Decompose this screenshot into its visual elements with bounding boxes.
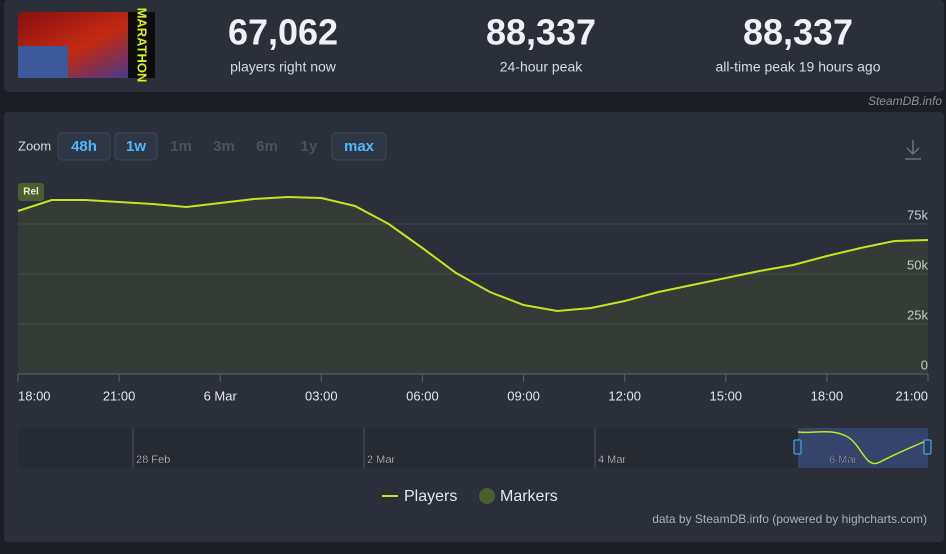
navigator-handle[interactable] — [793, 439, 802, 455]
marker-label[interactable]: Rel — [23, 187, 39, 198]
x-tick-label: 09:00 — [507, 388, 540, 403]
x-tick-label: 03:00 — [305, 388, 338, 403]
y-tick-label: 50k — [907, 257, 928, 272]
navigator-label: 6 Mar — [829, 454, 857, 466]
stat-label: players right now — [230, 59, 337, 75]
legend-marker[interactable] — [479, 488, 495, 504]
x-tick-label: 21:00 — [103, 388, 136, 403]
source: SteamDB.info — [868, 94, 942, 108]
zoom-button[interactable]: 1m — [170, 138, 192, 155]
navigator-range[interactable] — [798, 428, 928, 468]
navigator — [18, 428, 928, 468]
x-tick-label: 18:00 — [811, 388, 844, 403]
x-tick-label: 18:00 — [18, 388, 51, 403]
legend-label[interactable]: Players — [404, 488, 457, 505]
zoom-button[interactable]: 3m — [213, 138, 235, 155]
x-tick-label: 06:00 — [406, 388, 439, 403]
zoom-button[interactable]: 48h — [71, 138, 97, 155]
zoom-label: Zoom — [18, 138, 51, 153]
y-tick-label: 25k — [907, 307, 928, 322]
logo-text: MARATHON — [135, 8, 150, 83]
navigator-handle[interactable] — [923, 439, 932, 455]
stat-value: 88,337 — [486, 12, 596, 53]
stat-value: 88,337 — [743, 12, 853, 53]
zoom-button-bg[interactable] — [114, 132, 158, 161]
zoom-button[interactable]: 1y — [301, 138, 318, 155]
navigator-label: 2 Mar — [367, 454, 395, 466]
stat-value: 67,062 — [228, 12, 338, 53]
series-line — [17, 195, 929, 313]
legend-label[interactable]: Markers — [500, 488, 558, 505]
stats-panel — [4, 0, 944, 92]
credits[interactable]: data by SteamDB.info (powered by highcha… — [652, 512, 927, 526]
area — [18, 197, 928, 374]
zoom-button-bg[interactable] — [57, 132, 111, 161]
zoom-button[interactable]: max — [344, 138, 375, 155]
x-tick-label: 21:00 — [895, 388, 928, 403]
logo-strip — [128, 12, 155, 78]
x-tick-label: 6 Mar — [204, 388, 238, 403]
marker-flag[interactable] — [18, 183, 44, 201]
zoom-button-bg[interactable] — [331, 132, 387, 161]
navigator-line — [797, 430, 929, 465]
y-tick-label: 0 — [921, 357, 928, 372]
y-tick-label: 75k — [907, 207, 928, 222]
zoom-button[interactable]: 6m — [256, 138, 278, 155]
stat-label: 24-hour peak — [500, 59, 584, 75]
x-tick-label: 15:00 — [710, 388, 743, 403]
logo-art — [18, 46, 68, 78]
navigator-label: 28 Feb — [136, 454, 170, 466]
zoom-button[interactable]: 1w — [126, 138, 146, 155]
x-tick-label: 12:00 — [608, 388, 641, 403]
stat-label: all-time peak 19 hours ago — [716, 59, 881, 75]
download-icon[interactable] — [905, 140, 921, 160]
navigator-label: 4 Mar — [598, 454, 626, 466]
